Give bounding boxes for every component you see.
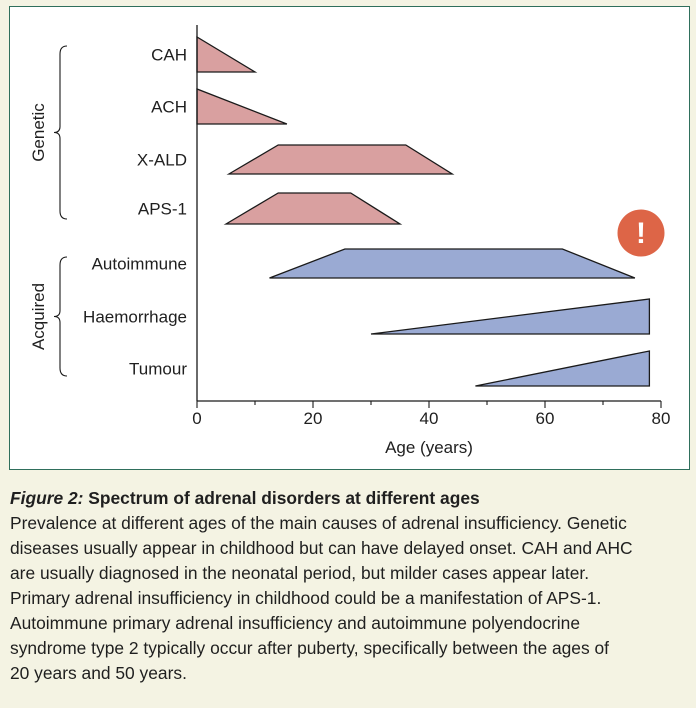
- x-axis: 0 20 40 60 80 Age (years): [192, 25, 670, 457]
- row-labels: CAH ACH X-ALD APS-1 Autoimmune Haemorrhage Tum…: [83, 46, 187, 379]
- caption-line: are usually diagnosed in the neonatal pe…: [10, 563, 590, 583]
- caption-title-text: Spectrum of adrenal disorders at differe…: [88, 488, 480, 508]
- figure-caption: Figure 2: Spectrum of adrenal disorders …: [10, 486, 690, 686]
- group-brackets: Genetic Acquired: [29, 45, 68, 377]
- alert-icon: !: [617, 209, 665, 257]
- bracket-genetic: [53, 45, 68, 220]
- caption-line: syndrome type 2 typically occur after pu…: [10, 638, 609, 658]
- x-tick-label: 80: [652, 409, 671, 428]
- band-x-ald: [226, 144, 455, 175]
- row-label-cah: CAH: [151, 46, 187, 65]
- alert-exclamation: !: [636, 217, 646, 250]
- x-axis-label: Age (years): [385, 438, 473, 457]
- band-tumour: [475, 350, 651, 387]
- caption-body: Prevalence at different ages of the main…: [10, 511, 690, 686]
- figure-panel: CAH ACH X-ALD APS-1 Autoimmune Haemorrhage Tum…: [9, 6, 690, 470]
- x-tick-label: 20: [304, 409, 323, 428]
- caption-line: diseases usually appear in childhood but…: [10, 538, 633, 558]
- chart: CAH ACH X-ALD APS-1 Autoimmune Haemorrhage Tum…: [29, 25, 670, 457]
- group-label-genetic: Genetic: [29, 103, 48, 162]
- row-label-ach: ACH: [151, 98, 187, 117]
- alert-circle: [617, 209, 665, 257]
- caption-line: 20 years and 50 years.: [10, 663, 187, 683]
- x-tick-label: 40: [420, 409, 439, 428]
- band-cah: [196, 35, 258, 73]
- band-aps-1: [223, 192, 403, 225]
- x-tick-label: 60: [536, 409, 555, 428]
- figure-label: Figure 2:: [10, 488, 84, 508]
- bands: [196, 35, 651, 387]
- caption-title: Figure 2: Spectrum of adrenal disorders …: [10, 486, 690, 511]
- caption-line: Autoimmune primary adrenal insufficiency…: [10, 613, 581, 633]
- band-autoimmune: [269, 248, 636, 279]
- bracket-acquired: [53, 256, 68, 377]
- row-label-haemorrhage: Haemorrhage: [83, 308, 187, 327]
- group-label-acquired: Acquired: [29, 283, 48, 350]
- caption-line: Primary adrenal insufficiency in childho…: [10, 588, 602, 608]
- x-tick-label: 0: [192, 409, 201, 428]
- band-haemorrhage: [370, 298, 651, 335]
- row-label-x-ald: X-ALD: [137, 151, 187, 170]
- row-label-autoimmune: Autoimmune: [92, 255, 187, 274]
- row-label-aps-1: APS-1: [138, 200, 187, 219]
- band-ach: [196, 88, 288, 125]
- caption-line: Prevalence at different ages of the main…: [10, 513, 627, 533]
- row-label-tumour: Tumour: [129, 360, 187, 379]
